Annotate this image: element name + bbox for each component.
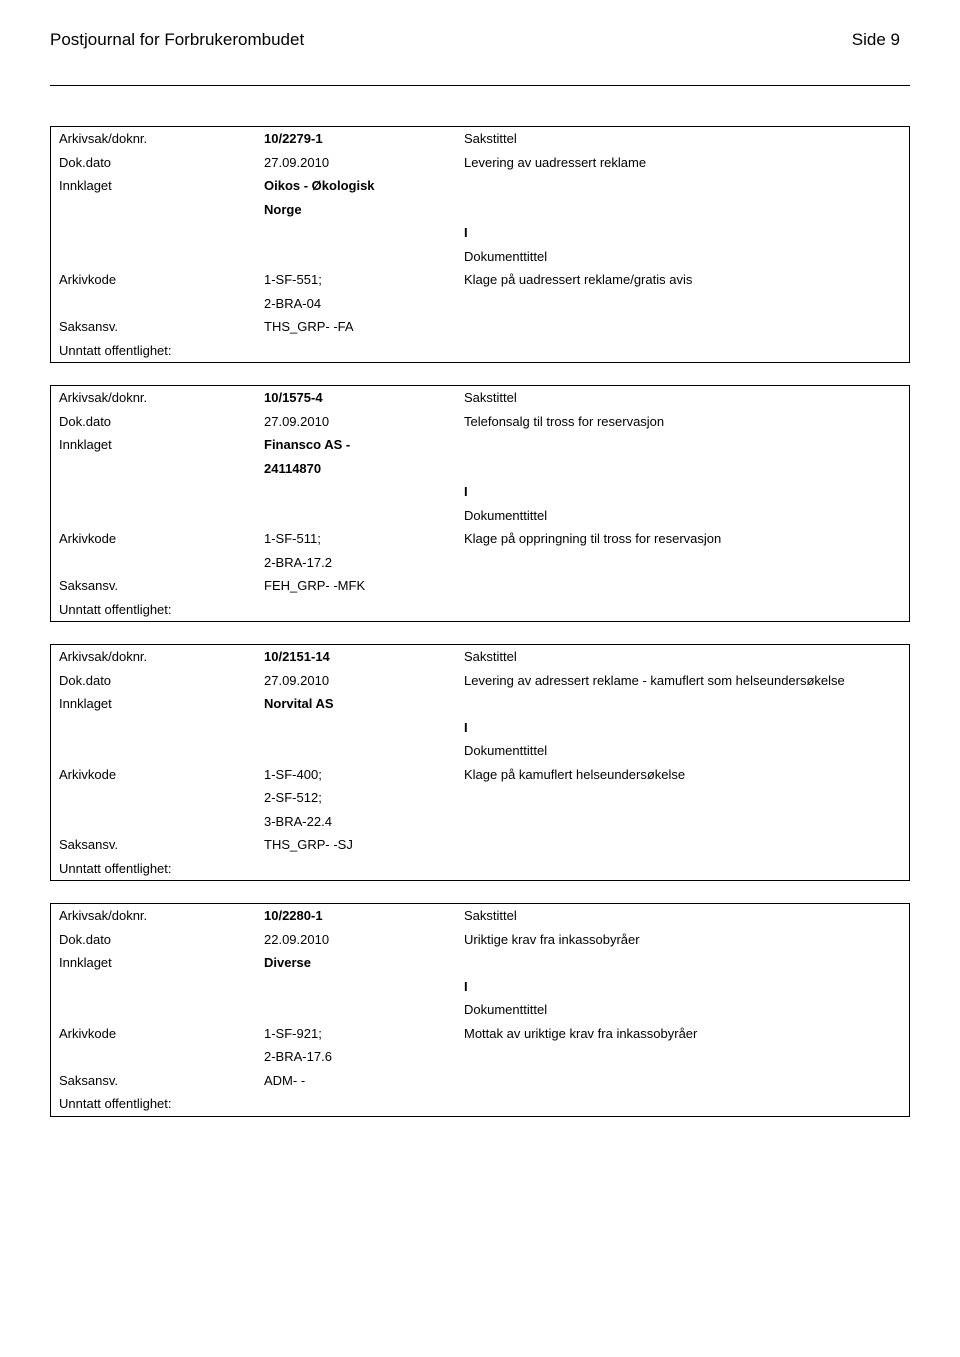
value-arkivkode: 2-BRA-04 bbox=[264, 294, 464, 314]
label-dokdato: Dok.dato bbox=[59, 671, 264, 691]
value-saksansv: ADM- - bbox=[264, 1071, 464, 1091]
label-unntatt: Unntatt offentlighet: bbox=[59, 341, 901, 361]
io-flag: I bbox=[464, 482, 901, 502]
label-saksansv: Saksansv. bbox=[59, 317, 264, 337]
value-innklaget: Finansco AS - bbox=[264, 435, 464, 455]
label-sakstittel: Sakstittel bbox=[464, 129, 901, 149]
value-innklaget: 24114870 bbox=[264, 459, 464, 479]
label-saksansv: Saksansv. bbox=[59, 835, 264, 855]
value-arkivkode: 1-SF-921; bbox=[264, 1024, 464, 1044]
value-arkivsak: 10/1575-4 bbox=[264, 388, 464, 408]
value-innklaget: Norge bbox=[264, 200, 464, 220]
value-arkivkode: 2-SF-512; bbox=[264, 788, 464, 808]
journal-title: Postjournal for Forbrukerombudet bbox=[50, 30, 304, 50]
record: Arkivsak/doknr.10/1575-4Sakstittel Dok.da… bbox=[50, 385, 910, 622]
label-innklaget: Innklaget bbox=[59, 694, 264, 714]
value-saksansv: FEH_GRP- -MFK bbox=[264, 576, 464, 596]
label-dokumenttittel: Dokumenttittel bbox=[464, 1000, 901, 1020]
label-dokumenttittel: Dokumenttittel bbox=[464, 247, 901, 267]
value-innklaget: Oikos - Økologisk bbox=[264, 176, 464, 196]
label-arkivsak: Arkivsak/doknr. bbox=[59, 388, 264, 408]
value-saksansv: THS_GRP- -FA bbox=[264, 317, 464, 337]
value-dokdato: 22.09.2010 bbox=[264, 930, 464, 950]
value-dok-desc: Klage på kamuflert helseundersøkelse bbox=[464, 765, 901, 785]
value-arkivkode: 2-BRA-17.2 bbox=[264, 553, 464, 573]
value-saks-desc: Uriktige krav fra inkassobyråer bbox=[464, 930, 901, 950]
value-arkivkode: 1-SF-511; bbox=[264, 529, 464, 549]
value-innklaget: Diverse bbox=[264, 953, 464, 973]
records-container: Arkivsak/doknr.10/2279-1SakstittelDok.da… bbox=[50, 126, 910, 1117]
label-arkivkode: Arkivkode bbox=[59, 1024, 264, 1044]
label-unntatt: Unntatt offentlighet: bbox=[59, 1094, 901, 1114]
label-sakstittel: Sakstittel bbox=[464, 388, 901, 408]
value-dokdato: 27.09.2010 bbox=[264, 153, 464, 173]
record: Arkivsak/doknr.10/2151-14Sakstittel Dok.d… bbox=[50, 644, 910, 881]
value-innklaget: Norvital AS bbox=[264, 694, 464, 714]
label-dokumenttittel: Dokumenttittel bbox=[464, 506, 901, 526]
label-unntatt: Unntatt offentlighet: bbox=[59, 600, 901, 620]
value-saks-desc: Telefonsalg til tross for reservasjon bbox=[464, 412, 901, 432]
label-arkivkode: Arkivkode bbox=[59, 270, 264, 290]
value-arkivkode: 1-SF-551; bbox=[264, 270, 464, 290]
value-arkivkode: 1-SF-400; bbox=[264, 765, 464, 785]
value-dok-desc: Klage på uadressert reklame/gratis avis bbox=[464, 270, 901, 290]
record: Arkivsak/doknr.10/2280-1Sakstittel Dok.da… bbox=[50, 903, 910, 1117]
io-flag: I bbox=[464, 223, 901, 243]
label-arkivkode: Arkivkode bbox=[59, 529, 264, 549]
value-arkivsak: 10/2279-1 bbox=[264, 129, 464, 149]
value-saks-desc: Levering av adressert reklame - kamufler… bbox=[464, 671, 901, 691]
label-sakstittel: Sakstittel bbox=[464, 647, 901, 667]
label-saksansv: Saksansv. bbox=[59, 576, 264, 596]
page-number: Side 9 bbox=[852, 30, 910, 50]
label-dokdato: Dok.dato bbox=[59, 153, 264, 173]
page: Postjournal for Forbrukerombudet Side 9 … bbox=[0, 0, 960, 1179]
label-dokumenttittel: Dokumenttittel bbox=[464, 741, 901, 761]
value-saksansv: THS_GRP- -SJ bbox=[264, 835, 464, 855]
label-arkivsak: Arkivsak/doknr. bbox=[59, 647, 264, 667]
value-dokdato: 27.09.2010 bbox=[264, 412, 464, 432]
label-unntatt: Unntatt offentlighet: bbox=[59, 859, 901, 879]
header-rule bbox=[50, 85, 910, 86]
label-innklaget: Innklaget bbox=[59, 176, 264, 196]
label-arkivsak: Arkivsak/doknr. bbox=[59, 129, 264, 149]
value-arkivkode: 2-BRA-17.6 bbox=[264, 1047, 464, 1067]
io-flag: I bbox=[464, 718, 901, 738]
label-innklaget: Innklaget bbox=[59, 435, 264, 455]
label-saksansv: Saksansv. bbox=[59, 1071, 264, 1091]
value-saks-desc: Levering av uadressert reklame bbox=[464, 153, 901, 173]
page-header: Postjournal for Forbrukerombudet Side 9 bbox=[50, 30, 910, 50]
value-dok-desc: Mottak av uriktige krav fra inkassobyråe… bbox=[464, 1024, 901, 1044]
value-dok-desc: Klage på oppringning til tross for reser… bbox=[464, 529, 901, 549]
label-arkivkode: Arkivkode bbox=[59, 765, 264, 785]
record: Arkivsak/doknr.10/2279-1Sakstittel Dok.da… bbox=[50, 126, 910, 363]
label-dokdato: Dok.dato bbox=[59, 930, 264, 950]
label-dokdato: Dok.dato bbox=[59, 412, 264, 432]
value-arkivkode: 3-BRA-22.4 bbox=[264, 812, 464, 832]
value-arkivsak: 10/2151-14 bbox=[264, 647, 464, 667]
value-arkivsak: 10/2280-1 bbox=[264, 906, 464, 926]
label-arkivsak: Arkivsak/doknr. bbox=[59, 906, 264, 926]
label-sakstittel: Sakstittel bbox=[464, 906, 901, 926]
value-dokdato: 27.09.2010 bbox=[264, 671, 464, 691]
label-innklaget: Innklaget bbox=[59, 953, 264, 973]
io-flag: I bbox=[464, 977, 901, 997]
